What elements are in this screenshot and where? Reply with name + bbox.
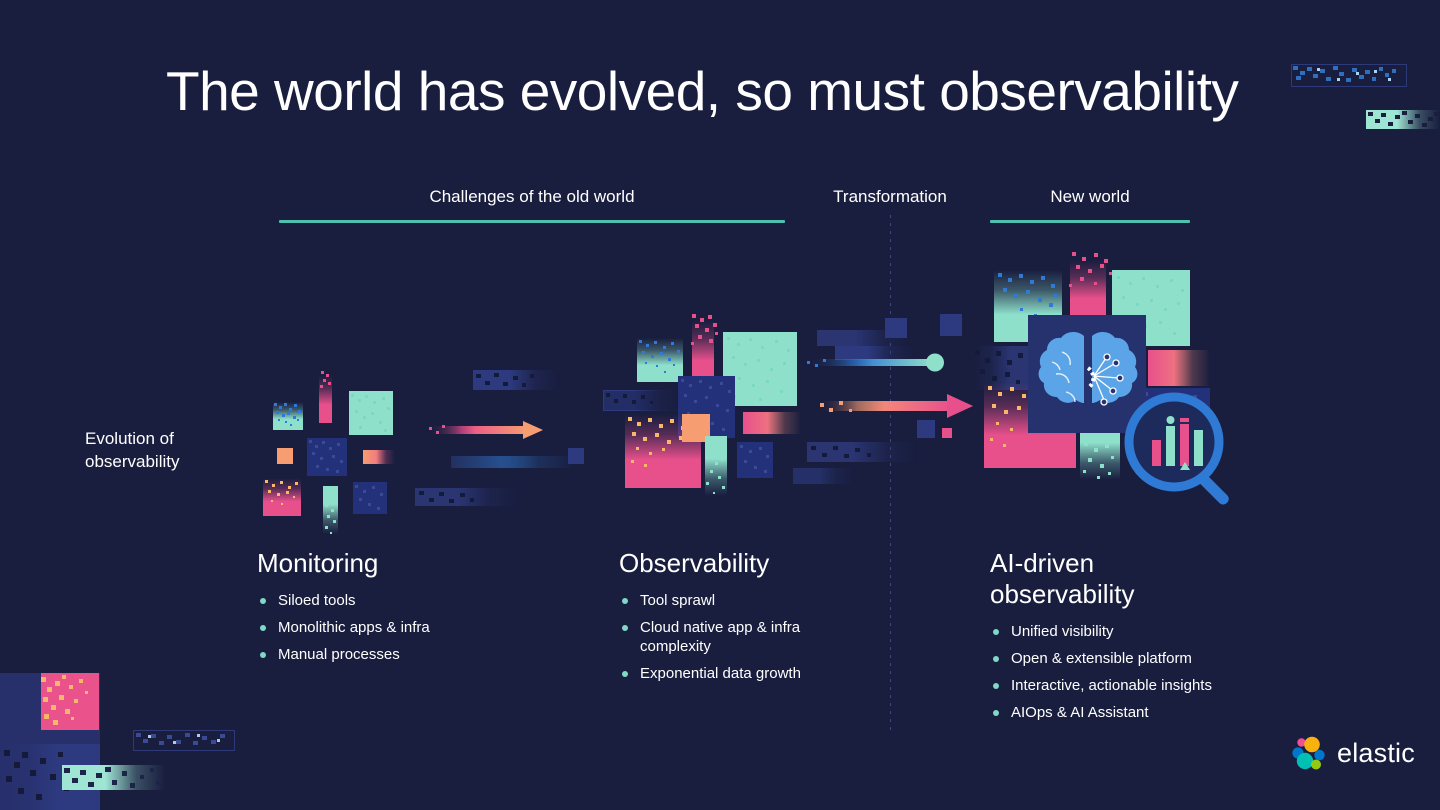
column-header-challenges: Challenges of the old world: [279, 186, 785, 223]
pixel-noise-obs-7: [740, 445, 769, 473]
illustration-monitoring: [255, 360, 605, 540]
axis-label-line-1: Evolution of: [85, 429, 174, 448]
column-header-label: Challenges of the old world: [429, 187, 635, 206]
pixel-noise-mon-5: [265, 480, 298, 505]
pixel-noise-mon-strip1: [476, 373, 534, 387]
pixel-noise-mon-strip3: [419, 491, 474, 503]
column-header-label: Transformation: [833, 187, 947, 206]
transformation-divider: [890, 215, 891, 735]
pixel-noise-top-right-2: [1368, 111, 1439, 127]
slide-title: The world has evolved, so must observabi…: [166, 60, 1239, 122]
pixel-noise-mon-1: [274, 403, 301, 426]
pixel-noise-obs-strip2: [811, 446, 871, 458]
stage-monitoring: Monitoring Siloed tools Monolithic apps …: [257, 548, 557, 672]
pixel-noise-ai-6: [1083, 442, 1114, 479]
pixel-noise-mon-7: [355, 485, 383, 510]
pixel-noise-bl-pink: [41, 675, 88, 725]
column-header-label: New world: [1050, 187, 1130, 206]
pixel-noise-top-right-1: [1293, 66, 1396, 82]
list-item: Siloed tools: [257, 591, 557, 610]
elastic-wordmark: elastic: [1337, 737, 1415, 768]
pixel-noise-mon-4: [309, 440, 343, 473]
magnifier-chart-icon: [1124, 392, 1229, 505]
elastic-logo: elastic: [1288, 733, 1415, 773]
stage-bullet-list: Siloed tools Monolithic apps & infra Man…: [257, 591, 557, 664]
stage-heading-line-1: AI-driven: [990, 548, 1095, 578]
pixel-noise-mon-6: [325, 504, 336, 534]
stage-heading: AI-driven observability: [990, 548, 1290, 610]
pixel-noise-bl-navy: [4, 750, 77, 800]
transformation-arrow-1: [427, 421, 543, 439]
list-item: Exponential data growth: [619, 664, 869, 683]
list-item: Monolithic apps & infra: [257, 618, 557, 637]
column-header-underline: [279, 220, 785, 223]
stage-observability: Observability Tool sprawl Cloud native a…: [619, 548, 869, 691]
list-item: Manual processes: [257, 645, 557, 664]
list-item: Tool sprawl: [619, 591, 869, 610]
stage-bullet-list: Tool sprawl Cloud native app & infra com…: [619, 591, 869, 683]
stage-ai-driven-observability: AI-driven observability Unified visibili…: [990, 548, 1290, 730]
list-item: Unified visibility: [990, 622, 1290, 641]
pixel-noise-obs-3: [727, 337, 790, 401]
list-item: AIOps & AI Assistant: [990, 703, 1290, 722]
stage-heading: Monitoring: [257, 548, 379, 578]
transformation-arrow-pink: [817, 394, 973, 418]
column-header-transformation: Transformation: [800, 186, 980, 223]
pixel-noise-mon-2: [320, 371, 331, 388]
pixel-noise-ai-2: [1069, 252, 1112, 287]
transformation-arrow-teal: [805, 353, 944, 372]
stage-heading: Observability: [619, 548, 770, 578]
axis-label-line-2: observability: [85, 452, 180, 471]
pixel-noise-obs-6: [706, 456, 725, 494]
pixel-noise-mon-3: [351, 394, 390, 432]
pixel-noise-bl-outline: [136, 733, 225, 745]
brain-icon: [1038, 332, 1138, 418]
evolution-axis-label: Evolution of observability: [85, 427, 245, 473]
list-item: Cloud native app & infra complexity: [619, 618, 869, 656]
pixel-noise-obs-2: [691, 314, 718, 345]
column-header-underline: [990, 220, 1190, 223]
column-header-new-world: New world: [990, 186, 1190, 223]
illustration-observability: [595, 310, 985, 520]
pixel-noise-obs-1: [639, 340, 680, 373]
stage-bullet-list: Unified visibility Open & extensible pla…: [990, 622, 1290, 722]
illustration-ai-observability: [942, 250, 1250, 520]
pixel-noise-bl-teal: [64, 767, 160, 788]
elastic-mark-icon: [1292, 736, 1325, 770]
list-item: Open & extensible platform: [990, 649, 1290, 668]
list-item: Interactive, actionable insights: [990, 676, 1290, 695]
stage-heading-line-2: observability: [990, 579, 1135, 609]
pixel-noise-obs-strip: [606, 393, 653, 404]
